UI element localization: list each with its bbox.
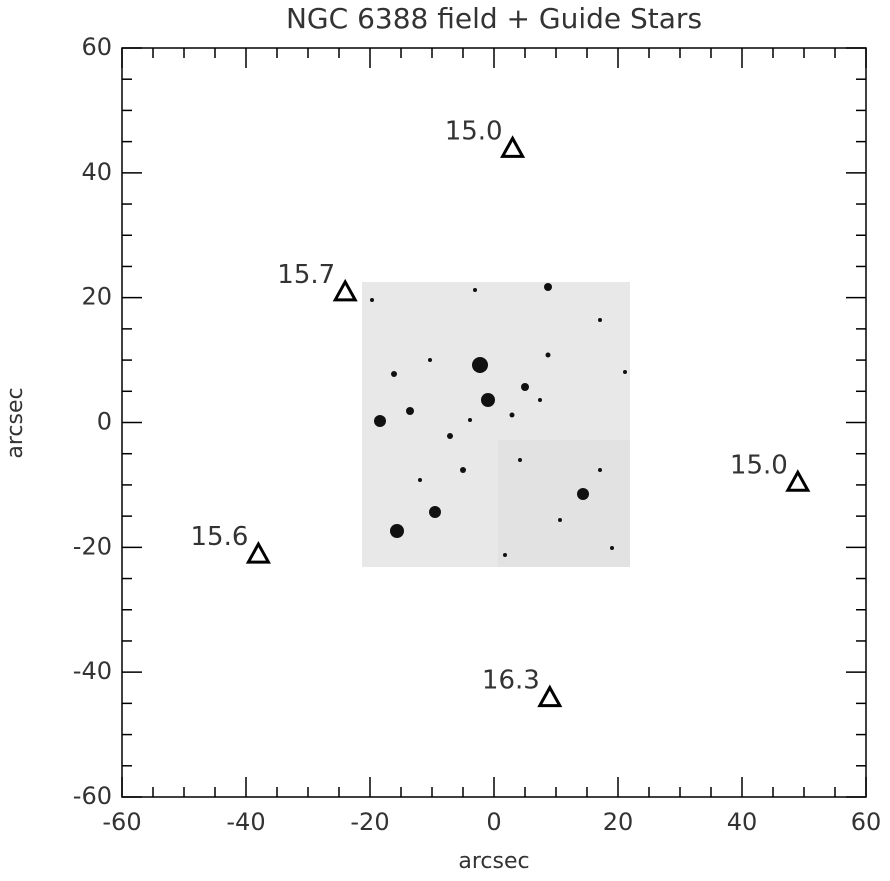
guide-star-marker <box>500 135 526 158</box>
point-label: 15.7 <box>277 260 335 290</box>
guide-star-marker <box>785 469 811 492</box>
x-tick-label: -40 <box>226 808 265 836</box>
x-tick-label: 20 <box>603 808 634 836</box>
point-label: 15.0 <box>445 116 503 146</box>
guide-star-marker <box>537 684 563 708</box>
chart-title: NGC 6388 field + Guide Stars <box>286 2 702 35</box>
x-tick-label: 0 <box>486 808 501 836</box>
point-label: 15.6 <box>191 522 249 552</box>
y-tick-label: 20 <box>81 283 112 311</box>
point-label: 15.0 <box>730 450 788 480</box>
y-tick-label: 60 <box>81 33 112 61</box>
y-tick-label: -20 <box>73 532 112 560</box>
y-tick-label: -60 <box>73 782 112 810</box>
y-tick-label: 0 <box>97 408 112 436</box>
x-tick-label: 40 <box>727 808 758 836</box>
x-tick-label: -60 <box>102 808 141 836</box>
star-field-image <box>362 282 630 567</box>
x-axis-label: arcsec <box>458 849 529 874</box>
guide-star-marker <box>245 540 271 564</box>
x-tick-label: 60 <box>851 808 882 836</box>
point-label: 16.3 <box>482 666 540 696</box>
x-tick-label: -20 <box>350 808 389 836</box>
y-axis-label: arcsec <box>3 387 28 458</box>
y-tick-label: 40 <box>81 158 112 186</box>
guide-star-marker <box>332 278 358 302</box>
y-tick-label: -40 <box>73 657 112 685</box>
